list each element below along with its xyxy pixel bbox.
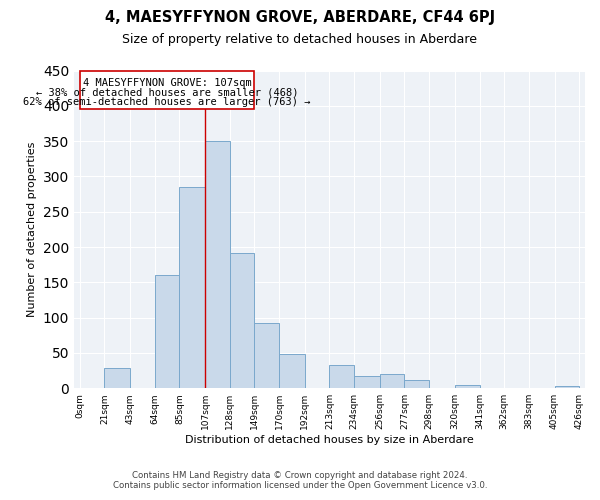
Bar <box>455 384 479 388</box>
Text: 62% of semi-detached houses are larger (763) →: 62% of semi-detached houses are larger (… <box>23 98 311 108</box>
Y-axis label: Number of detached properties: Number of detached properties <box>27 142 37 317</box>
Text: Size of property relative to detached houses in Aberdare: Size of property relative to detached ho… <box>122 32 478 46</box>
Bar <box>554 386 579 388</box>
Text: Contains HM Land Registry data © Crown copyright and database right 2024.
Contai: Contains HM Land Registry data © Crown c… <box>113 470 487 490</box>
Bar <box>104 368 130 388</box>
Bar <box>279 354 305 388</box>
Bar <box>254 322 279 388</box>
Text: ← 38% of detached houses are smaller (468): ← 38% of detached houses are smaller (46… <box>36 88 298 98</box>
FancyBboxPatch shape <box>80 70 254 110</box>
X-axis label: Distribution of detached houses by size in Aberdare: Distribution of detached houses by size … <box>185 435 474 445</box>
Bar <box>380 374 404 388</box>
Bar <box>205 141 230 388</box>
Bar <box>179 187 205 388</box>
Bar <box>329 365 354 388</box>
Text: 4 MAESYFFYNON GROVE: 107sqm: 4 MAESYFFYNON GROVE: 107sqm <box>83 78 251 88</box>
Bar <box>354 376 380 388</box>
Bar <box>404 380 429 388</box>
Bar <box>230 252 254 388</box>
Text: 4, MAESYFFYNON GROVE, ABERDARE, CF44 6PJ: 4, MAESYFFYNON GROVE, ABERDARE, CF44 6PJ <box>105 10 495 25</box>
Bar <box>155 275 179 388</box>
